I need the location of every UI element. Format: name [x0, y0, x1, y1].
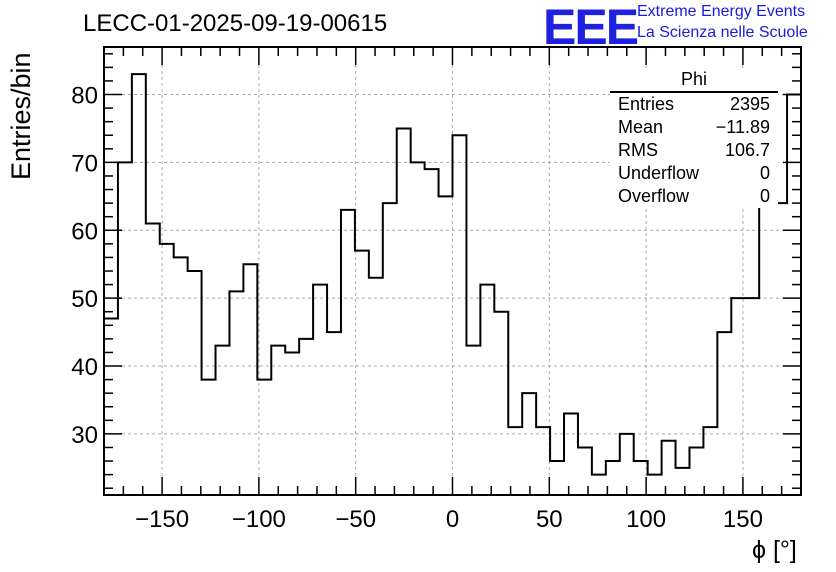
x-axis-label: ϕ [°] [752, 536, 797, 564]
histogram-bin [313, 285, 327, 495]
histogram-bin [216, 346, 230, 495]
eee-logo: EEE [543, 0, 639, 55]
histogram-bin [648, 475, 662, 495]
histogram-bin [285, 352, 299, 495]
histogram-bin [369, 278, 383, 495]
stats-value: 0 [759, 163, 770, 183]
x-tick-label: −150 [135, 506, 189, 533]
histogram-bin [620, 434, 634, 495]
stats-label: Overflow [618, 186, 690, 206]
histogram-bin [564, 414, 578, 495]
histogram-bin [160, 244, 174, 495]
histogram-bin [466, 346, 480, 495]
histogram-bin [132, 74, 146, 495]
histogram-steps [104, 73, 801, 476]
x-tick-label: −100 [232, 506, 286, 533]
histogram-bin [508, 427, 522, 495]
histogram-bin [494, 312, 508, 495]
y-tick-label: 80 [71, 83, 98, 110]
y-axis-label: Entries/bin [6, 52, 36, 180]
x-tick-label: 150 [723, 506, 763, 533]
histogram-bin [480, 285, 494, 495]
histogram-bin [578, 447, 592, 495]
y-tick-label: 40 [71, 354, 98, 381]
stats-value: 0 [759, 186, 770, 206]
histogram-bin [397, 128, 411, 495]
histogram-bin [271, 346, 285, 495]
logo-line-2: La Scienza nelle Scuole [637, 24, 808, 41]
stats-label: RMS [618, 140, 658, 160]
histogram-bin [592, 475, 606, 495]
histogram-bin [411, 162, 425, 495]
histogram-bin [717, 332, 731, 495]
x-tick-label: 50 [536, 506, 563, 533]
chart-title: LECC-01-2025-09-19-00615 [83, 10, 388, 37]
histogram-bin [676, 468, 690, 495]
x-tick-label: −50 [335, 506, 376, 533]
x-tick-label: 0 [446, 506, 459, 533]
histogram-bin [522, 393, 536, 495]
histogram-bin [146, 223, 160, 495]
histogram-bin [202, 380, 216, 495]
stats-label: Entries [618, 94, 675, 114]
histogram-bin [188, 271, 202, 495]
histogram-bin [118, 162, 132, 495]
histogram-bin [745, 298, 759, 495]
stats-value: 2395 [729, 94, 770, 114]
histogram-bin [536, 427, 550, 495]
histogram-bin [383, 203, 397, 495]
histogram-bin [550, 461, 564, 495]
x-tick-label: 100 [626, 506, 666, 533]
stats-name: Phi [610, 68, 778, 93]
stats-value: 106.7 [724, 140, 770, 160]
y-tick-label: 70 [71, 150, 98, 177]
histogram-bin [229, 291, 243, 495]
stats-label: Underflow [618, 163, 700, 183]
histogram-bin [759, 196, 773, 495]
y-tick-label: 50 [71, 286, 98, 313]
histogram-bin [355, 251, 369, 495]
histogram-bin [787, 95, 801, 495]
stats-row-entries: Entries 2395 [610, 93, 778, 116]
logo-line-1: Extreme Energy Events [637, 3, 806, 20]
stats-label: Mean [618, 117, 664, 137]
stats-row-mean: Mean −11.89 [610, 116, 778, 139]
stats-row-rms: RMS 106.7 [610, 139, 778, 162]
y-tick-label: 30 [71, 422, 98, 449]
histogram-bin [662, 441, 676, 495]
y-tick-label: 60 [71, 218, 98, 245]
histogram-bin [703, 427, 717, 495]
stats-value: −11.89 [715, 117, 770, 137]
histogram-bin [439, 196, 453, 495]
histogram-bin [299, 339, 313, 495]
stats-row-underflow: Underflow 0 [610, 162, 778, 185]
histogram-bin [689, 447, 703, 495]
stats-box: Phi Entries 2395 Mean −11.89 RMS 106.7 U… [610, 68, 778, 208]
histogram-bin [243, 264, 257, 495]
stats-row-overflow: Overflow 0 [610, 185, 778, 208]
histogram-bin [453, 135, 467, 495]
histogram-bin [731, 298, 745, 495]
histogram-bin [341, 210, 355, 495]
histogram-bin [773, 203, 787, 495]
histogram-bin [174, 257, 188, 495]
histogram-bin [425, 169, 439, 495]
histogram-bin [327, 332, 341, 495]
